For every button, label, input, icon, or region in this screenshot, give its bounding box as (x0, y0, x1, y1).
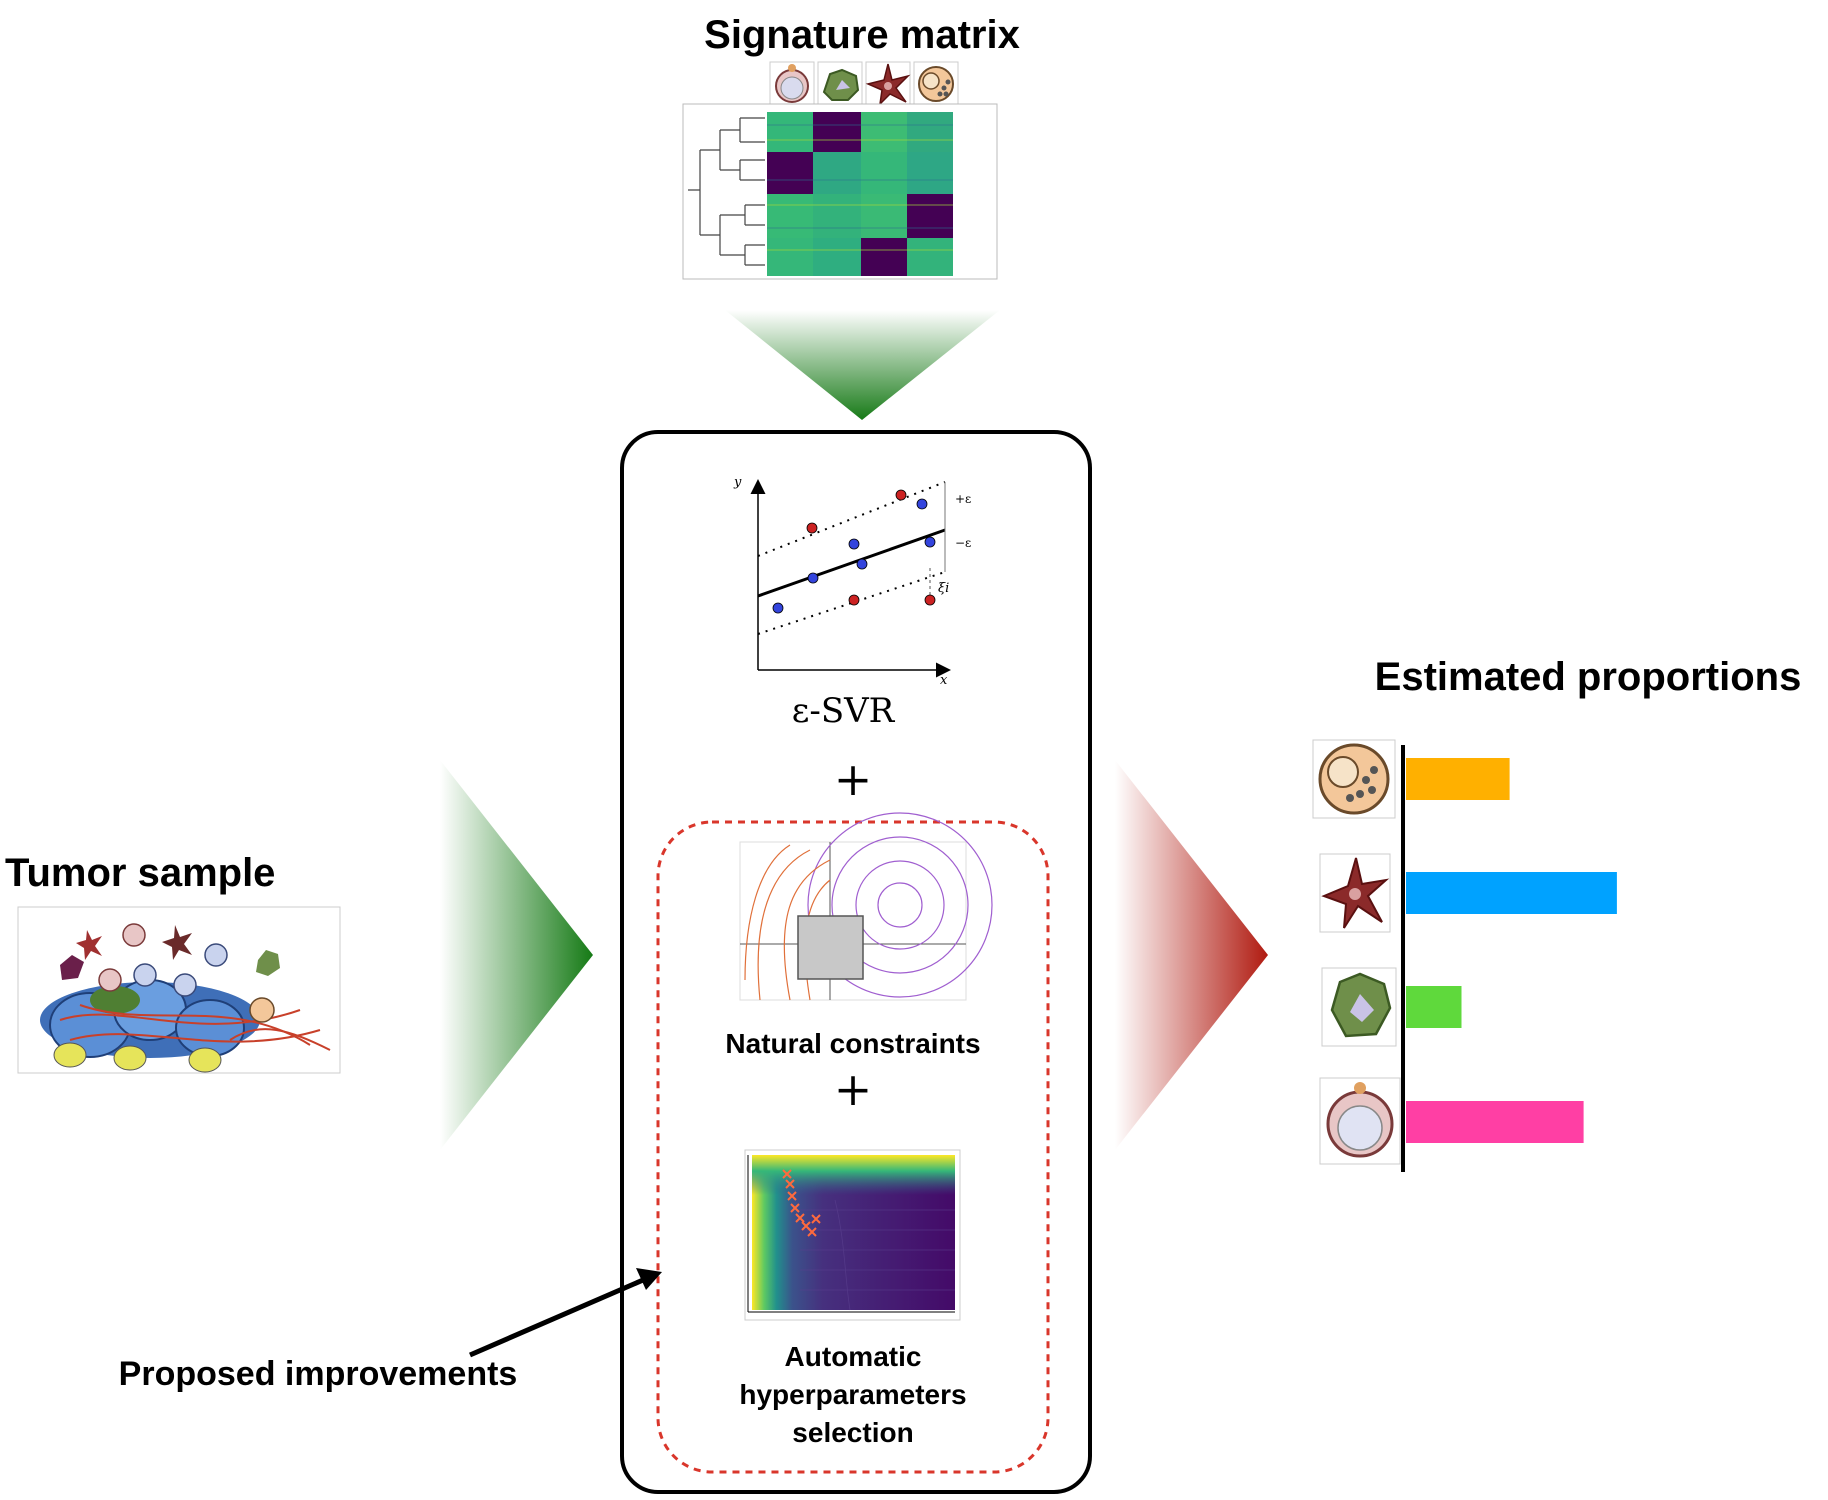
natural-constraints-label: Natural constraints (725, 1028, 980, 1059)
constraints-plot (739, 812, 993, 1001)
proposed-improvements-label: Proposed improvements (119, 1355, 518, 1393)
tumor-sample-illustration (17, 906, 341, 1074)
estimated-proportions-title: Estimated proportions (1375, 655, 1802, 699)
dendritic-cell-icon (1319, 853, 1391, 933)
proportion-icons (1312, 739, 1401, 1165)
search-path-marks (782, 1169, 821, 1237)
plasma-cell-icon (1319, 1077, 1401, 1165)
signature-matrix-title: Signature matrix (704, 13, 1020, 57)
tumor-sample-title: Tumor sample (5, 851, 275, 895)
hyperparameter-plot (744, 1149, 961, 1321)
plus-sign-1: + (834, 752, 873, 806)
macrophage-icon (817, 61, 863, 107)
regression-line (757, 528, 946, 598)
hyperparam-line-3: selection (792, 1417, 913, 1448)
bar-macrophage (1406, 986, 1462, 1028)
improvements-dashed-box (656, 820, 1050, 1474)
minus-epsilon-label: −ε (955, 536, 971, 550)
down-arrow (725, 310, 1000, 420)
lower-epsilon-line (757, 571, 946, 635)
improvements-pointer-line (469, 1274, 651, 1358)
svr-label: ε-SVR (792, 691, 896, 731)
svr-points (772, 489, 936, 614)
signature-heatmap (682, 103, 998, 280)
dendritic-cell-icon (865, 61, 911, 107)
plus-epsilon-label: +ε (955, 492, 971, 506)
plasma-cell-icon (769, 61, 815, 107)
svr-axis-y: y (733, 475, 742, 490)
hyperparam-line-2: hyperparameters (739, 1379, 966, 1410)
input-arrow (440, 760, 593, 1150)
signature-cell-icons (769, 61, 959, 107)
upper-epsilon-line (757, 481, 946, 557)
svr-axis-x: x (940, 673, 948, 688)
svr-plot: y x +ε −ε ξi (733, 475, 971, 688)
plus-sign-2: + (834, 1062, 873, 1116)
bar-granulocyte (1406, 758, 1510, 800)
granulocyte-icon (913, 61, 959, 107)
hyperparam-line-1: Automatic (785, 1341, 922, 1372)
bar-dendritic-cell (1406, 872, 1617, 914)
output-arrow (1115, 760, 1268, 1150)
proportion-bars (1406, 758, 1617, 1143)
improvements-pointer-arrowhead (636, 1268, 662, 1290)
granulocyte-icon (1312, 739, 1396, 819)
xi-label: ξi (938, 581, 949, 596)
bar-lymphocyte (1406, 1101, 1584, 1143)
macrophage-icon (1321, 967, 1397, 1047)
